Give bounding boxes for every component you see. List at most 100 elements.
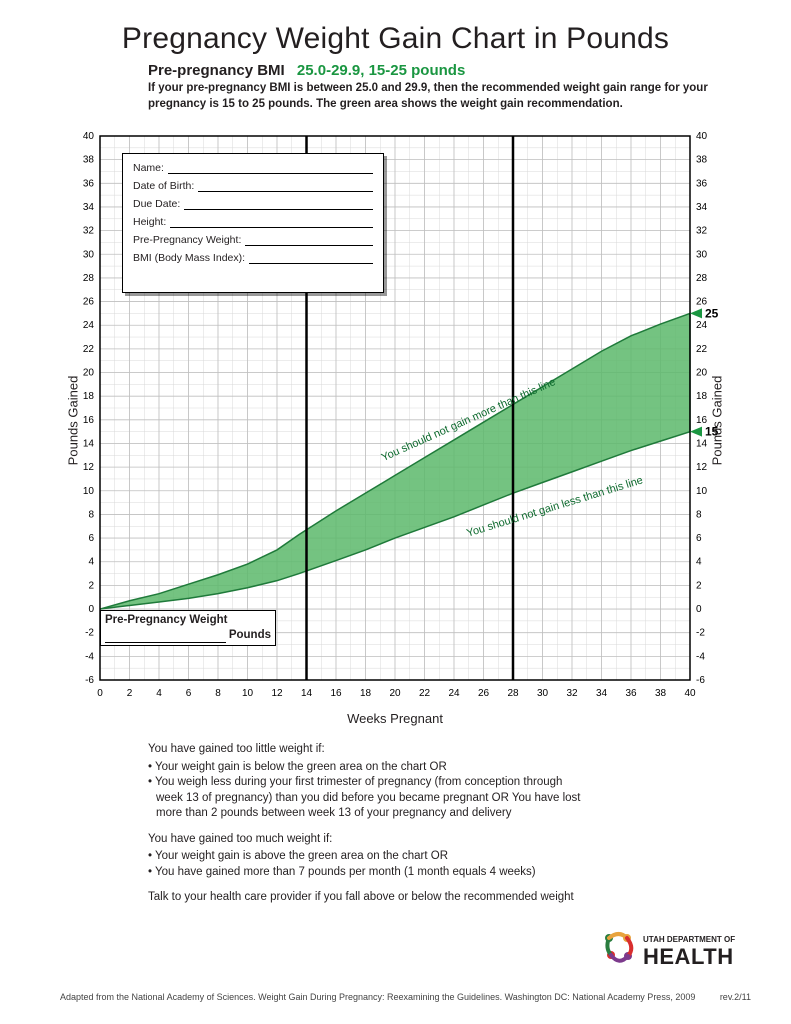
svg-text:12: 12	[696, 462, 708, 473]
list-item: Your weight gain is below the green area…	[148, 760, 591, 776]
svg-text:40: 40	[684, 688, 696, 699]
svg-text:18: 18	[696, 391, 708, 402]
svg-text:8: 8	[215, 688, 221, 699]
svg-text:25: 25	[705, 306, 719, 320]
svg-text:34: 34	[83, 202, 95, 213]
svg-text:-2: -2	[85, 628, 94, 639]
info-field: BMI (Body Mass Index):	[133, 252, 373, 264]
svg-text:16: 16	[330, 688, 342, 699]
y-axis-label-right: Pounds Gained	[710, 376, 725, 466]
svg-text:36: 36	[625, 688, 637, 699]
svg-text:24: 24	[83, 320, 95, 331]
svg-text:10: 10	[696, 486, 708, 497]
svg-text:4: 4	[88, 557, 94, 568]
citation-text: Adapted from the National Academy of Sci…	[60, 992, 695, 1002]
svg-text:-6: -6	[85, 675, 94, 686]
page-title: Pregnancy Weight Gain Chart in Pounds	[0, 0, 791, 56]
svg-text:0: 0	[696, 604, 702, 615]
svg-text:6: 6	[186, 688, 192, 699]
svg-text:8: 8	[696, 509, 702, 520]
subtitle-value: 25.0-29.9, 15-25 pounds	[297, 62, 465, 79]
info-field: Pre-Pregnancy Weight:	[133, 234, 373, 246]
svg-text:10: 10	[242, 688, 254, 699]
talk-to-provider: Talk to your health care provider if you…	[148, 890, 591, 906]
svg-text:28: 28	[696, 273, 708, 284]
info-field: Name:	[133, 162, 373, 174]
svg-text:20: 20	[696, 368, 708, 379]
subtitle-row: Pre-pregnancy BMI 25.0-29.9, 15-25 pound…	[148, 62, 791, 79]
svg-text:10: 10	[83, 486, 95, 497]
pre-pregnancy-weight-box: Pre-Pregnancy Weight Pounds	[100, 610, 276, 646]
list-item: Your weight gain is above the green area…	[148, 849, 591, 865]
svg-text:26: 26	[478, 688, 490, 699]
svg-text:36: 36	[83, 178, 95, 189]
svg-text:2: 2	[88, 580, 94, 591]
svg-text:38: 38	[83, 155, 95, 166]
info-field: Height:	[133, 216, 373, 228]
too-little-heading: You have gained too little weight if:	[148, 742, 591, 758]
x-axis-label: Weeks Pregnant	[347, 711, 443, 726]
svg-text:22: 22	[419, 688, 431, 699]
svg-text:-4: -4	[85, 651, 94, 662]
svg-text:6: 6	[696, 533, 702, 544]
prepreg-line1: Pre-Pregnancy Weight	[105, 613, 271, 628]
subtitle-label: Pre-pregnancy BMI	[148, 62, 285, 79]
svg-text:14: 14	[301, 688, 313, 699]
svg-text:-4: -4	[696, 651, 705, 662]
list-item: You weigh less during your first trimest…	[148, 775, 591, 822]
svg-text:32: 32	[696, 226, 708, 237]
logo-bottom-text: HEALTH	[643, 944, 734, 969]
svg-text:20: 20	[83, 368, 95, 379]
svg-text:26: 26	[83, 297, 95, 308]
y-axis-label-left: Pounds Gained	[65, 376, 80, 466]
svg-text:30: 30	[696, 249, 708, 260]
svg-text:38: 38	[655, 688, 667, 699]
svg-text:18: 18	[360, 688, 372, 699]
svg-text:2: 2	[127, 688, 133, 699]
svg-text:12: 12	[83, 462, 95, 473]
svg-text:18: 18	[83, 391, 95, 402]
revision: rev.2/11	[720, 992, 751, 1002]
list-item: You have gained more than 7 pounds per m…	[148, 865, 591, 881]
too-much-heading: You have gained too much weight if:	[148, 832, 591, 848]
svg-text:24: 24	[448, 688, 460, 699]
patient-info-box: Name: Date of Birth: Due Date: Height: Pre-P…	[122, 153, 384, 293]
svg-text:28: 28	[507, 688, 519, 699]
svg-text:2: 2	[696, 580, 702, 591]
too-little-list: Your weight gain is below the green area…	[148, 760, 591, 822]
svg-text:40: 40	[83, 131, 95, 142]
svg-text:28: 28	[83, 273, 95, 284]
svg-text:32: 32	[83, 226, 95, 237]
svg-text:34: 34	[596, 688, 608, 699]
svg-text:22: 22	[696, 344, 708, 355]
svg-text:30: 30	[537, 688, 549, 699]
logo-top-text: UTAH DEPARTMENT OF	[643, 935, 735, 944]
svg-text:22: 22	[83, 344, 95, 355]
svg-text:6: 6	[88, 533, 94, 544]
svg-text:32: 32	[566, 688, 578, 699]
svg-text:40: 40	[696, 131, 708, 142]
info-field: Date of Birth:	[133, 180, 373, 192]
svg-text:20: 20	[389, 688, 401, 699]
svg-text:36: 36	[696, 178, 708, 189]
svg-text:24: 24	[696, 320, 708, 331]
svg-text:14: 14	[696, 439, 708, 450]
svg-text:4: 4	[156, 688, 162, 699]
svg-text:0: 0	[88, 604, 94, 615]
svg-text:8: 8	[88, 509, 94, 520]
prepreg-line2-suffix: Pounds	[229, 628, 271, 643]
info-field: Due Date:	[133, 198, 373, 210]
svg-text:-2: -2	[696, 628, 705, 639]
svg-text:14: 14	[83, 439, 95, 450]
svg-text:12: 12	[271, 688, 283, 699]
subtitle-description: If your pre-pregnancy BMI is between 25.…	[148, 81, 711, 112]
svg-text:-6: -6	[696, 675, 705, 686]
guidance-text: You have gained too little weight if: Yo…	[148, 742, 591, 906]
chart-container: -6-6-4-4-2-20022446688101012121414161618…	[60, 130, 730, 720]
svg-text:4: 4	[696, 557, 702, 568]
too-much-list: Your weight gain is above the green area…	[148, 849, 591, 880]
svg-text:16: 16	[83, 415, 95, 426]
svg-text:0: 0	[97, 688, 103, 699]
citation: Adapted from the National Academy of Sci…	[60, 992, 751, 1002]
utah-health-logo: UTAH DEPARTMENT OF HEALTH	[591, 920, 751, 976]
